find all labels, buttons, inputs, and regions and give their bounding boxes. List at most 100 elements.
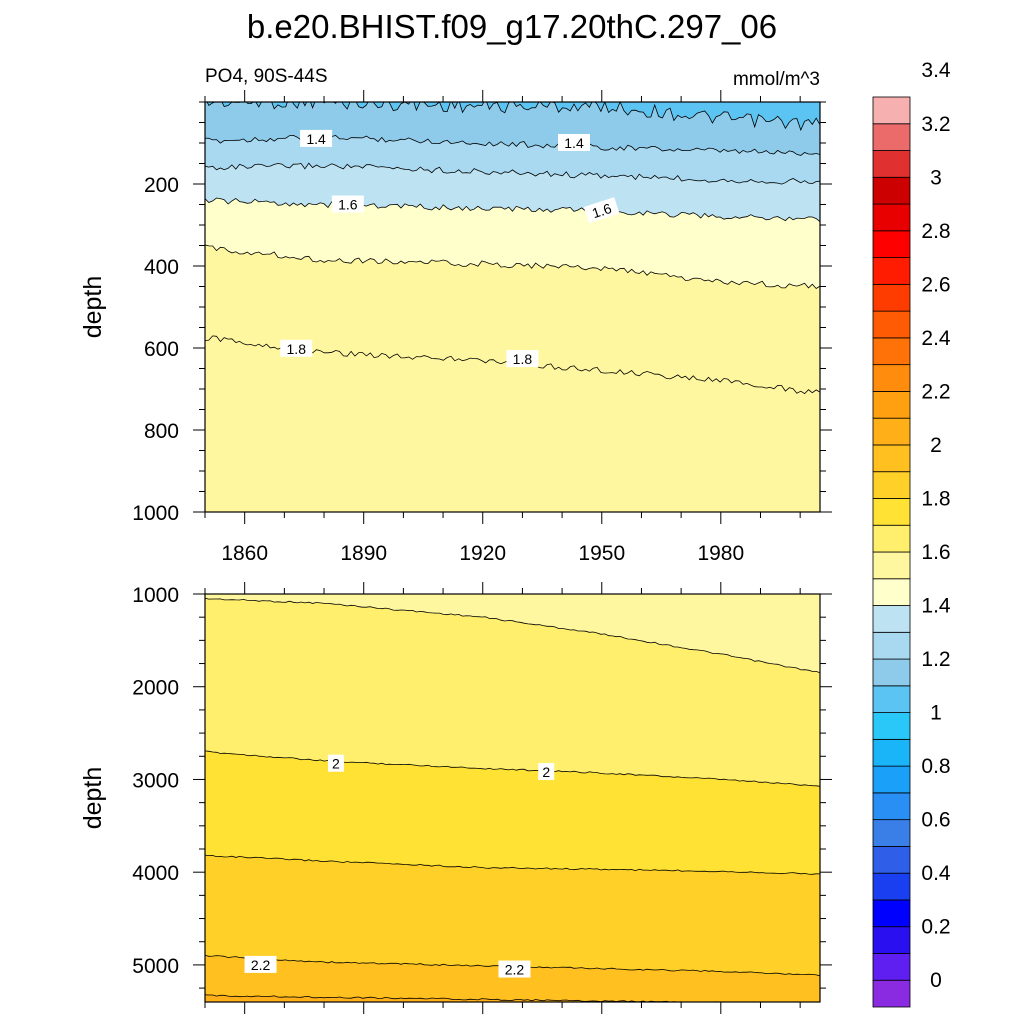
svg-text:1.4: 1.4 xyxy=(306,131,326,147)
y-tick-label: 800 xyxy=(144,420,179,443)
contour-line xyxy=(205,750,820,787)
upper-panel: 1.4 1.4 1.6 1.6 1.8 1.8 1860 1890 1920 1950 1980 20… xyxy=(79,90,832,565)
colorbar-swatch xyxy=(872,176,911,205)
x-tick-label: 1860 xyxy=(221,542,268,565)
svg-text:2: 2 xyxy=(542,764,550,780)
colorbar: 0 0.2 0.4 0.6 0.8 1 1.2 1.4 1.6 1.8 2 2.2 2.4 2.6 2.8 3… xyxy=(872,59,951,1008)
y-tick-label: 1000 xyxy=(132,584,179,607)
colorbar-swatch xyxy=(872,310,911,339)
colorbar-swatch xyxy=(872,846,911,874)
contour-label: 1.8 xyxy=(280,339,313,357)
colorbar-swatch xyxy=(872,899,911,928)
contour-line xyxy=(205,244,820,290)
svg-text:1.6: 1.6 xyxy=(338,197,358,213)
colorbar-label: 3.4 xyxy=(921,59,951,82)
y-axis-label: depth xyxy=(79,767,107,830)
y-tick-label: 5000 xyxy=(132,955,179,978)
svg-text:2: 2 xyxy=(332,756,340,772)
colorbar-swatch xyxy=(872,230,911,258)
svg-text:1.4: 1.4 xyxy=(564,135,584,151)
colorbar-swatch xyxy=(872,498,911,526)
colorbar-swatch xyxy=(872,283,911,312)
svg-text:2.2: 2.2 xyxy=(505,962,525,978)
colorbar-label: 0.6 xyxy=(921,809,950,832)
colorbar-swatch xyxy=(872,685,911,713)
contour-line xyxy=(205,162,820,185)
colorbar-swatch xyxy=(872,257,911,285)
plot-frame xyxy=(204,593,821,1003)
colorbar-label: 0.8 xyxy=(921,755,950,778)
colorbar-swatch xyxy=(872,524,911,553)
svg-text:1.8: 1.8 xyxy=(287,341,307,357)
colorbar-swatch xyxy=(872,391,911,419)
colorbar-swatch xyxy=(872,578,911,606)
y-tick-label: 200 xyxy=(144,174,179,197)
colorbar-swatch xyxy=(872,337,911,366)
y-tick-label: 1000 xyxy=(132,502,179,525)
colorbar-swatch xyxy=(872,150,911,178)
colorbar-label: 2.2 xyxy=(921,380,950,403)
colorbar-swatch xyxy=(872,444,911,473)
colorbar-label: 0 xyxy=(930,969,942,992)
colorbar-swatch xyxy=(872,712,911,740)
y-axis-label: depth xyxy=(79,276,107,339)
contour-band xyxy=(205,594,820,673)
svg-text:1.8: 1.8 xyxy=(513,351,533,367)
variable-region-label: PO4, 90S-44S xyxy=(205,66,328,87)
contour-label: 2 xyxy=(327,754,344,772)
lower-panel: 2 2 2.2 2.2 1000 2000 3000 4000 5000 depth xyxy=(79,582,832,1014)
colorbar-swatch xyxy=(872,819,911,847)
y-tick-label: 4000 xyxy=(132,862,179,885)
colorbar-swatch xyxy=(872,417,911,446)
svg-text:2.2: 2.2 xyxy=(251,957,271,973)
contour-label: 2.2 xyxy=(498,960,531,978)
colorbar-swatch xyxy=(872,979,911,1008)
colorbar-swatch xyxy=(872,605,911,633)
colorbar-label: 0.4 xyxy=(921,862,951,885)
colorbar-label: 3.2 xyxy=(921,113,950,136)
colorbar-swatch xyxy=(872,953,911,981)
contour-label: 2.2 xyxy=(244,955,277,973)
contour-fill-area: 1.4 1.4 1.6 1.6 1.8 1.8 xyxy=(205,102,820,512)
colorbar-swatch xyxy=(872,96,911,125)
colorbar-label: 2.8 xyxy=(921,220,950,243)
colorbar-swatch xyxy=(872,551,911,580)
x-tick-label: 1950 xyxy=(578,542,625,565)
contour-band xyxy=(205,102,820,156)
svg-text:1.6: 1.6 xyxy=(590,200,614,221)
contour-label: 1.8 xyxy=(506,350,539,368)
contour-fill-area: 2 2 2.2 2.2 xyxy=(205,594,820,1002)
colorbar-swatch xyxy=(872,792,911,821)
colorbar-label: 3 xyxy=(930,166,942,189)
contour-line xyxy=(206,102,820,132)
x-tick-label: 1980 xyxy=(697,542,744,565)
colorbar-swatch xyxy=(872,926,911,954)
colorbar-swatch xyxy=(872,364,911,392)
contour-line xyxy=(205,854,820,875)
colorbar-swatch xyxy=(872,123,911,151)
colorbar-swatch xyxy=(872,765,911,794)
colorbar-label: 1.2 xyxy=(921,648,950,671)
contour-label: 1.4 xyxy=(558,134,590,151)
colorbar-label: 1 xyxy=(930,702,942,725)
contour-label: 1.4 xyxy=(300,129,333,147)
colorbar-label: 1.4 xyxy=(921,595,951,618)
colorbar-label: 2.6 xyxy=(921,273,950,296)
contour-line xyxy=(205,197,820,223)
y-tick-label: 400 xyxy=(144,256,179,279)
colorbar-label: 1.6 xyxy=(921,541,950,564)
y-tick-label: 3000 xyxy=(132,769,179,792)
colorbar-label: 2 xyxy=(930,434,942,457)
contour-label: 1.6 xyxy=(583,197,620,224)
contour-label: 1.6 xyxy=(331,195,364,213)
colorbar-label: 2.4 xyxy=(921,327,951,350)
colorbar-swatch xyxy=(872,738,911,767)
x-tick-label: 1920 xyxy=(459,542,506,565)
y-tick-label: 2000 xyxy=(132,677,179,700)
colorbar-swatch xyxy=(872,471,911,499)
x-tick-label: 1890 xyxy=(340,542,387,565)
colorbar-swatch xyxy=(872,631,911,660)
colorbar-label: 0.2 xyxy=(921,916,950,939)
contour-line xyxy=(205,597,820,674)
